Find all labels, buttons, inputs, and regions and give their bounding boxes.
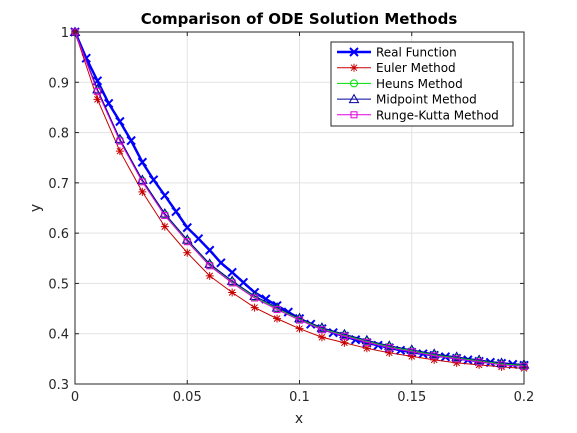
data-point [183,238,191,246]
data-point [385,344,393,352]
data-point [317,333,326,342]
legend-item: Midpoint Method [337,93,477,107]
legend-item: Heuns Method [337,77,463,91]
y-tick-label: 0.5 [48,277,69,292]
data-point [296,316,303,324]
data-point [475,358,483,366]
legend-label: Runge-Kutta Method [376,108,499,122]
series-line [74,31,525,367]
series-line [74,31,525,365]
x-tick-label: 0 [71,390,79,405]
data-point [228,288,237,297]
y-tick-label: 0.4 [48,328,69,343]
data-point [171,206,181,217]
data-point [362,344,371,353]
data-point [138,187,147,196]
x-axis-label: x [295,411,303,427]
data-point [273,314,282,323]
data-point [273,306,281,314]
data-point [340,332,348,340]
chart-title: Comparison of ODE Solution Methods [141,10,458,28]
data-point [115,116,125,127]
data-point [251,294,259,302]
legend-label: Euler Method [376,61,456,75]
data-point [430,355,439,364]
data-point [193,233,204,244]
legend-label: Heuns Method [376,77,463,91]
x-tick-label: 0.05 [173,390,202,405]
legend-marker [350,79,358,88]
data-point [318,326,326,334]
data-point [182,222,192,233]
legend-box [330,41,514,127]
legend-marker [349,47,359,57]
y-tick-label: 1 [61,26,69,41]
legend-item: Real Function [337,46,457,60]
data-point [340,338,349,347]
data-point [183,248,192,257]
data-point [227,267,237,278]
data-point [93,87,101,95]
series-line [74,31,525,366]
data-point [228,279,236,287]
data-point [295,324,304,333]
data-point [205,271,214,280]
data-point [430,352,438,360]
data-point [160,190,170,201]
data-point [453,355,461,363]
y-tick-label: 0.8 [48,127,69,142]
y-tick-label: 0.7 [48,177,69,192]
legend-label: Real Function [376,46,457,60]
data-point [103,98,114,109]
data-point [204,245,215,255]
data-point [238,277,249,288]
y-tick-label: 0.6 [48,227,69,242]
data-point [126,135,136,146]
legend-item: Euler Method [337,61,456,75]
x-tick-label: 0.2 [514,390,535,405]
data-point [115,147,124,156]
legend-marker [350,111,358,119]
data-point [161,212,169,220]
data-point [408,348,416,356]
y-tick-label: 0.3 [48,378,69,393]
legend-label: Midpoint Method [376,93,477,107]
data-point [206,262,214,270]
series-square [71,28,528,370]
legend-marker [350,63,358,72]
data-point [216,258,226,268]
y-tick-label: 0.9 [48,76,69,91]
x-tick-label: 0.1 [289,390,310,405]
data-point [363,338,371,346]
legend-item: Runge-Kutta Method [337,108,499,122]
y-axis-label: y [28,204,44,212]
data-point [250,303,259,312]
data-point [137,157,148,167]
data-point [148,175,159,185]
legend-marker [348,93,360,104]
x-tick-label: 0.15 [397,390,426,405]
ticks: 0 0.05 0.1 0.15 0.2 0.3 0.4 0.5 0.6 0.7 0.8 0.9 1 [48,26,534,405]
data-point [138,178,146,186]
data-point [116,137,124,145]
data-point [93,95,102,104]
data-point [385,348,394,357]
series-layer [69,26,530,373]
data-point [498,361,506,369]
data-point [407,352,416,361]
data-point [160,222,169,231]
data-point [452,358,461,367]
